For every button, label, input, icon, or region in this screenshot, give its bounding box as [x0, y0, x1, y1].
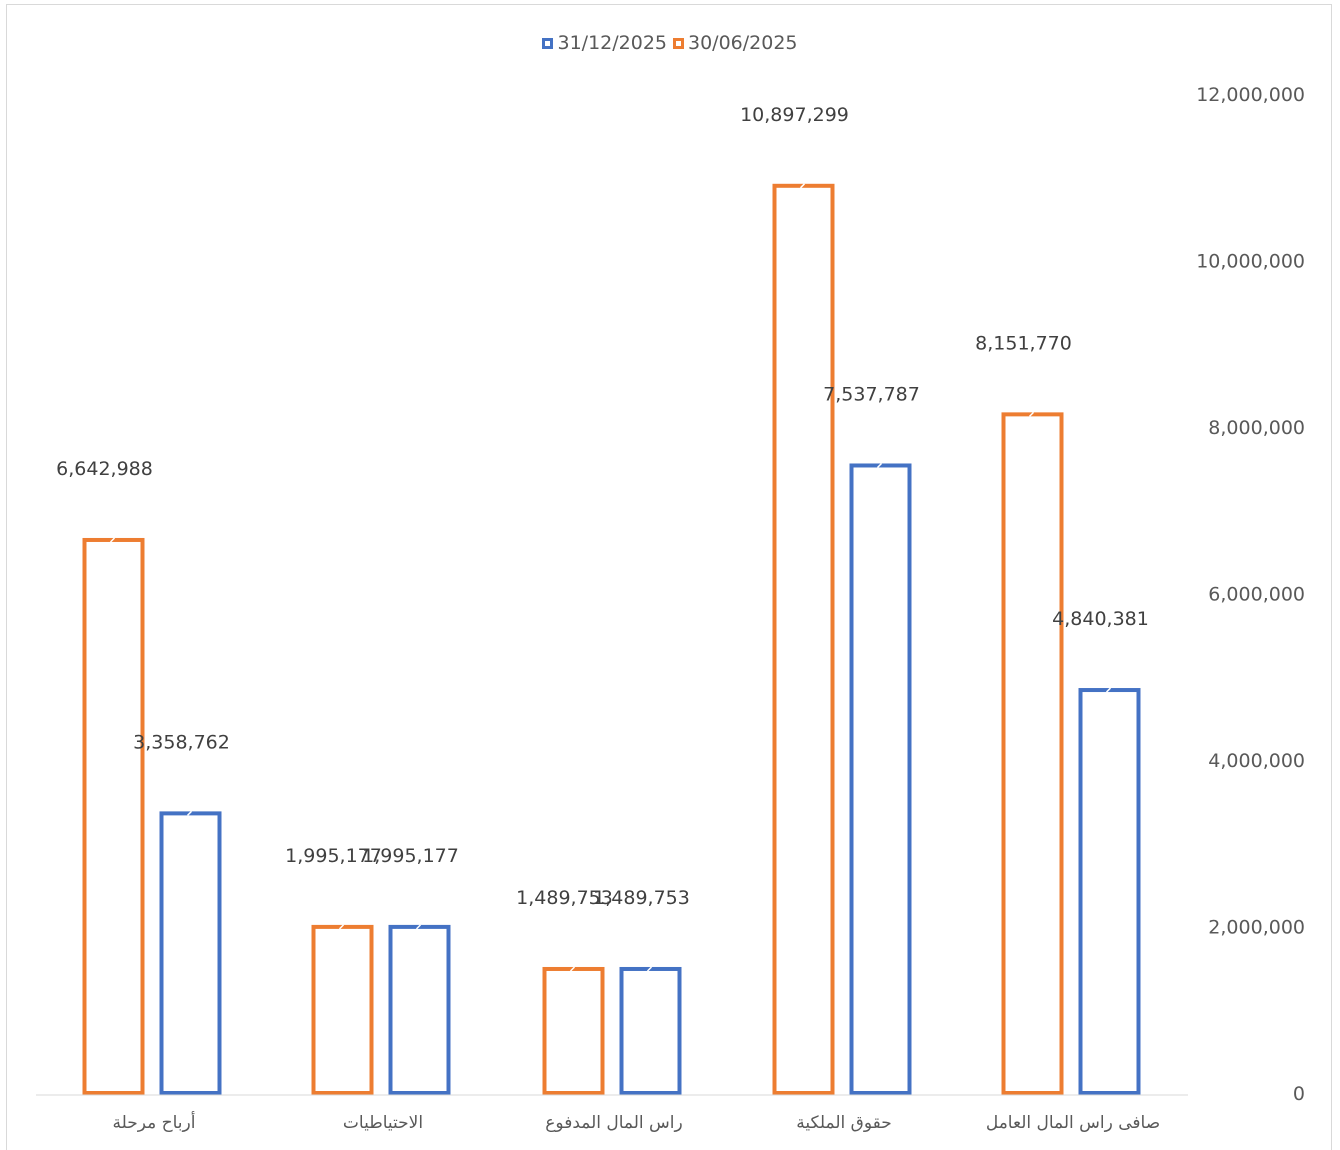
- bar-top-notch: [799, 183, 806, 189]
- y-tick-label: 2,000,000: [1208, 917, 1305, 939]
- data-label-jun-2025: 1,995,177: [285, 845, 382, 867]
- category-label: الاحتياطيات: [343, 1113, 423, 1133]
- bar-jun-2025: [1001, 412, 1064, 1095]
- bar-top-notch: [646, 966, 653, 972]
- legend: 31/12/2025 30/06/2025: [0, 32, 1340, 54]
- bar-top-notch: [186, 810, 193, 816]
- bar-top-notch: [1028, 411, 1035, 417]
- bar-dec-2025: [1078, 688, 1141, 1095]
- bar-top-notch: [338, 924, 345, 930]
- y-tick-label: 10,000,000: [1196, 251, 1305, 273]
- bar-jun-2025: [82, 537, 145, 1095]
- data-label-jun-2025: 1,489,753: [516, 887, 613, 909]
- legend-label-dec-2025: 31/12/2025: [557, 32, 667, 54]
- data-label-jun-2025: 8,151,770: [975, 332, 1072, 354]
- category-label: راس المال المدفوع: [545, 1113, 682, 1133]
- bar-jun-2025: [311, 924, 374, 1095]
- legend-swatch-dec-2025: [542, 37, 554, 49]
- category-label: أرباح مرحلة: [113, 1111, 196, 1133]
- legend-item-jun-2025: 30/06/2025: [673, 32, 798, 54]
- bar-top-notch: [415, 924, 422, 930]
- chart-frame: [6, 4, 1332, 1150]
- bar-jun-2025: [542, 966, 605, 1096]
- y-tick-label: 8,000,000: [1208, 417, 1305, 439]
- bar-jun-2025: [772, 183, 835, 1095]
- bar-top-notch: [876, 462, 883, 469]
- bar-dec-2025: [619, 966, 682, 1096]
- data-label-dec-2025: 7,537,787: [823, 383, 920, 405]
- data-label-dec-2025: 3,358,762: [133, 731, 230, 753]
- bar-top-notch: [109, 537, 116, 543]
- data-label-dec-2025: 1,995,177: [362, 845, 459, 867]
- data-label-jun-2025: 6,642,988: [56, 458, 153, 480]
- bar-top-notch: [569, 966, 576, 972]
- data-label-dec-2025: 1,489,753: [593, 887, 690, 909]
- category-label: صافى راس المال العامل: [986, 1113, 1160, 1133]
- y-tick-label: 6,000,000: [1208, 584, 1305, 606]
- legend-swatch-jun-2025: [673, 37, 684, 49]
- bar-top-notch: [1105, 687, 1112, 693]
- data-label-jun-2025: 10,897,299: [740, 104, 849, 126]
- legend-item-dec-2025: 31/12/2025: [542, 32, 667, 54]
- category-label: حقوق الملكية: [796, 1113, 891, 1133]
- bar-dec-2025: [849, 463, 912, 1095]
- y-tick-label: 0: [1293, 1083, 1305, 1105]
- y-tick-label: 4,000,000: [1208, 750, 1305, 772]
- legend-label-jun-2025: 30/06/2025: [688, 32, 798, 54]
- bar-dec-2025: [159, 811, 222, 1095]
- bar-dec-2025: [388, 924, 451, 1095]
- data-label-dec-2025: 4,840,381: [1052, 608, 1149, 630]
- y-tick-label: 12,000,000: [1196, 84, 1305, 106]
